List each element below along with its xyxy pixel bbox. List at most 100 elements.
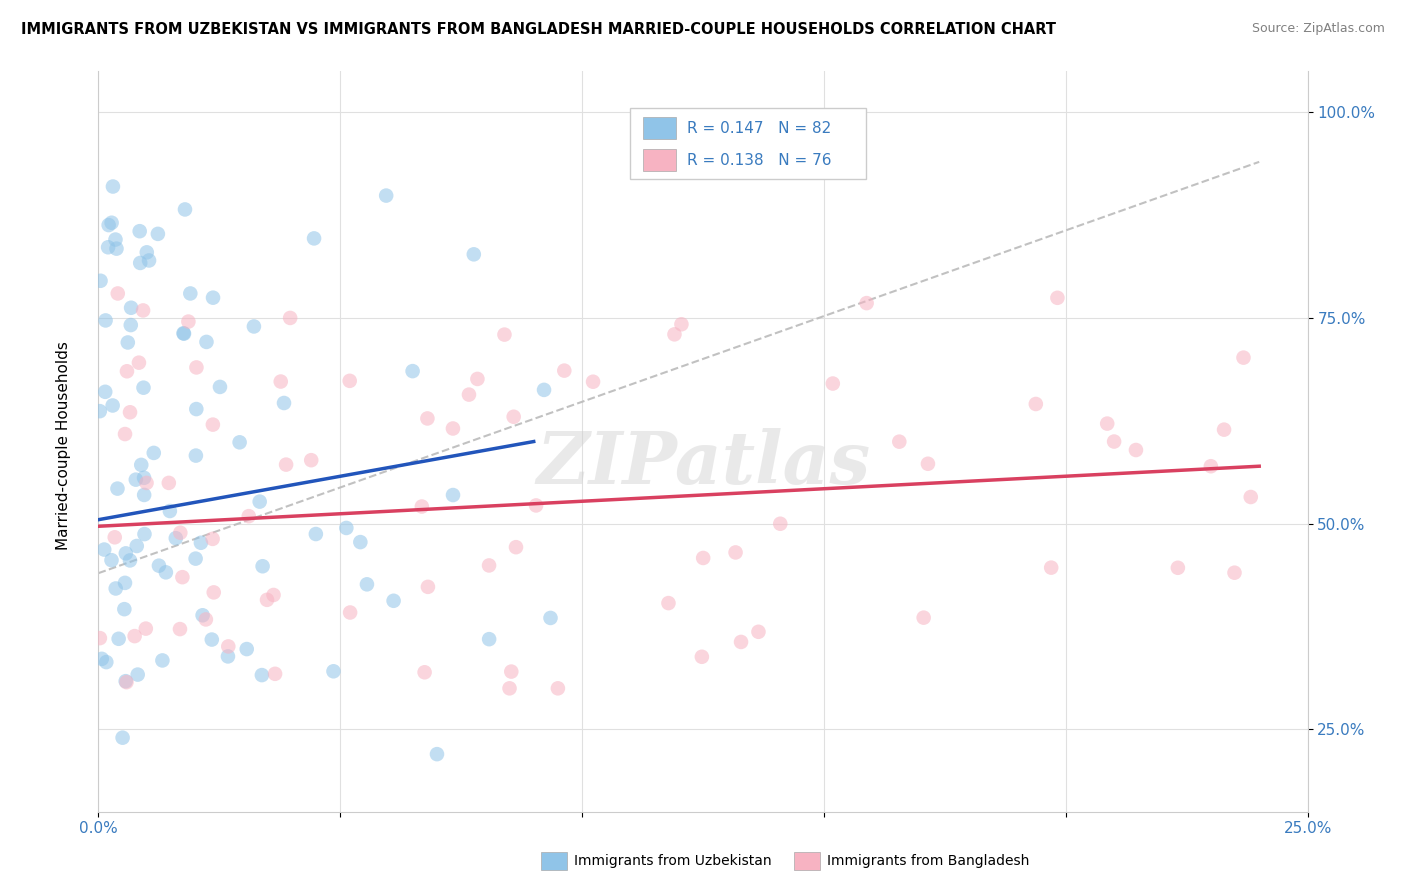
Point [155, 566, 177, 580]
Point [134, 527, 156, 541]
Point [252, 559, 274, 574]
Point [107, 286, 129, 301]
Point [169, 525, 191, 540]
Point [498, 681, 520, 696]
Point [664, 327, 686, 342]
Point [1167, 561, 1189, 575]
Point [217, 649, 239, 664]
Point [250, 668, 273, 682]
Point [111, 731, 134, 745]
Point [747, 624, 769, 639]
Point [104, 582, 127, 596]
Point [912, 610, 935, 624]
Point [201, 417, 224, 432]
Point [256, 592, 278, 607]
Point [152, 653, 174, 667]
Point [441, 421, 464, 435]
Point [191, 608, 214, 623]
Point [115, 675, 138, 690]
Point [547, 681, 569, 696]
Point [127, 667, 149, 681]
Point [302, 231, 325, 245]
Point [97, 218, 120, 232]
Point [169, 622, 191, 636]
Text: Source: ZipAtlas.com: Source: ZipAtlas.com [1251, 22, 1385, 36]
Point [692, 551, 714, 566]
Point [1199, 459, 1222, 474]
Point [157, 475, 180, 490]
Point [339, 374, 361, 388]
Point [118, 553, 141, 567]
Point [917, 457, 939, 471]
Point [335, 521, 357, 535]
Point [194, 612, 217, 626]
Point [114, 674, 136, 689]
Point [94, 384, 117, 399]
Point [263, 588, 285, 602]
Point [172, 570, 194, 584]
Point [228, 435, 250, 450]
Point [416, 411, 439, 425]
Point [582, 375, 605, 389]
Point [117, 335, 139, 350]
Point [426, 747, 449, 761]
Point [114, 427, 136, 442]
Point [1040, 560, 1063, 574]
Point [467, 372, 489, 386]
Point [278, 310, 301, 325]
Point [382, 594, 405, 608]
Point [101, 179, 124, 194]
Point [769, 516, 792, 531]
Point [179, 286, 201, 301]
Point [105, 242, 128, 256]
Point [173, 326, 195, 341]
Text: ZIPatlas: ZIPatlas [536, 428, 870, 500]
Point [1025, 397, 1047, 411]
Point [494, 327, 516, 342]
Point [125, 539, 148, 553]
Point [299, 453, 322, 467]
Point [553, 363, 575, 377]
Point [270, 375, 292, 389]
Point [186, 402, 208, 417]
Bar [643, 149, 676, 171]
Point [165, 531, 187, 545]
Point [107, 632, 129, 646]
Point [184, 449, 207, 463]
Point [90, 652, 112, 666]
Point [264, 666, 287, 681]
Point [101, 399, 124, 413]
Point [146, 227, 169, 241]
Point [690, 649, 713, 664]
Point [274, 458, 297, 472]
Point [104, 233, 127, 247]
Point [238, 509, 260, 524]
Point [501, 665, 523, 679]
Point [243, 319, 266, 334]
Point [107, 482, 129, 496]
Point [217, 640, 239, 654]
Point [132, 381, 155, 395]
Point [1046, 291, 1069, 305]
Point [533, 383, 555, 397]
Text: R = 0.138   N = 76: R = 0.138 N = 76 [688, 153, 832, 168]
Text: R = 0.147   N = 82: R = 0.147 N = 82 [688, 121, 831, 136]
Point [1095, 417, 1118, 431]
Point [142, 446, 165, 460]
FancyBboxPatch shape [630, 109, 866, 178]
Point [202, 585, 225, 599]
Point [100, 553, 122, 567]
Point [305, 527, 328, 541]
Point [129, 256, 152, 270]
Point [134, 488, 156, 502]
Point [120, 318, 142, 332]
Point [441, 488, 464, 502]
Point [186, 360, 208, 375]
Point [190, 535, 212, 549]
Point [177, 315, 200, 329]
Point [413, 665, 436, 680]
Point [356, 577, 378, 591]
Point [94, 313, 117, 327]
Point [112, 602, 135, 616]
Point [129, 458, 152, 472]
